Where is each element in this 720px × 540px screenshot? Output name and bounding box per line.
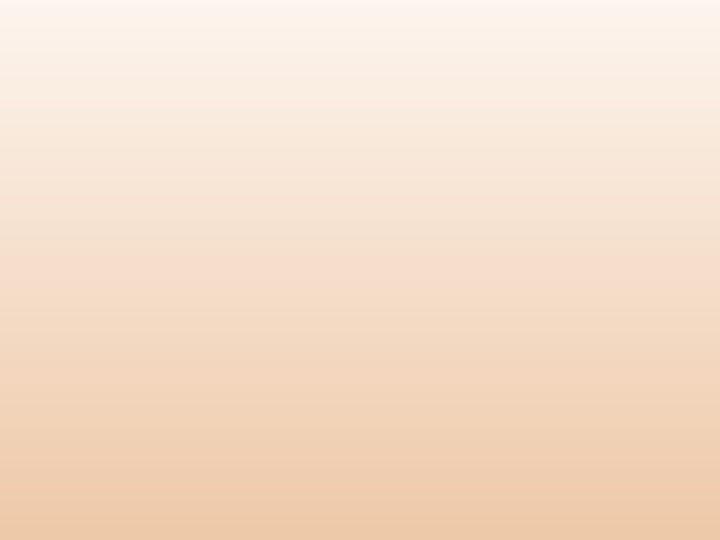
- Text: A calculator gives, by trial and error,: A calculator gives, by trial and error,: [54, 348, 385, 366]
- Text: Example 10: Example 10: [407, 24, 511, 38]
- Text: In fact, we can locate a root more precisely by
using the theorem again.: In fact, we can locate a root more preci…: [54, 100, 473, 139]
- Text: INTERMEDIATE VALUE THEOREM: INTERMEDIATE VALUE THEOREM: [25, 24, 315, 38]
- Text: $f(1.22) = -0.007008 < 0$  and  $f(1.23) = 0.056068 > 0$: $f(1.22) = -0.007008 < 0$ and $f(1.23) =…: [54, 398, 462, 416]
- Text: §: §: [25, 348, 35, 366]
- Text: §: §: [25, 224, 35, 242]
- Text: a root must lie between 1.2 and 1.3.: a root must lie between 1.2 and 1.3.: [54, 274, 383, 292]
- Text: §: §: [25, 470, 35, 488]
- Text: §: §: [25, 100, 35, 118]
- Text: So, a root lies in the interval (1.22, 1.23).: So, a root lies in the interval (1.22, 1…: [54, 470, 427, 488]
- FancyBboxPatch shape: [0, 0, 720, 62]
- Text: $f(1.2) = -0.128 < 0$  and  $f(1.3) = 0.548 > 0$: $f(1.2) = -0.128 < 0$ and $f(1.3) = 0.54…: [107, 224, 438, 242]
- Text: Since: Since: [54, 224, 114, 242]
